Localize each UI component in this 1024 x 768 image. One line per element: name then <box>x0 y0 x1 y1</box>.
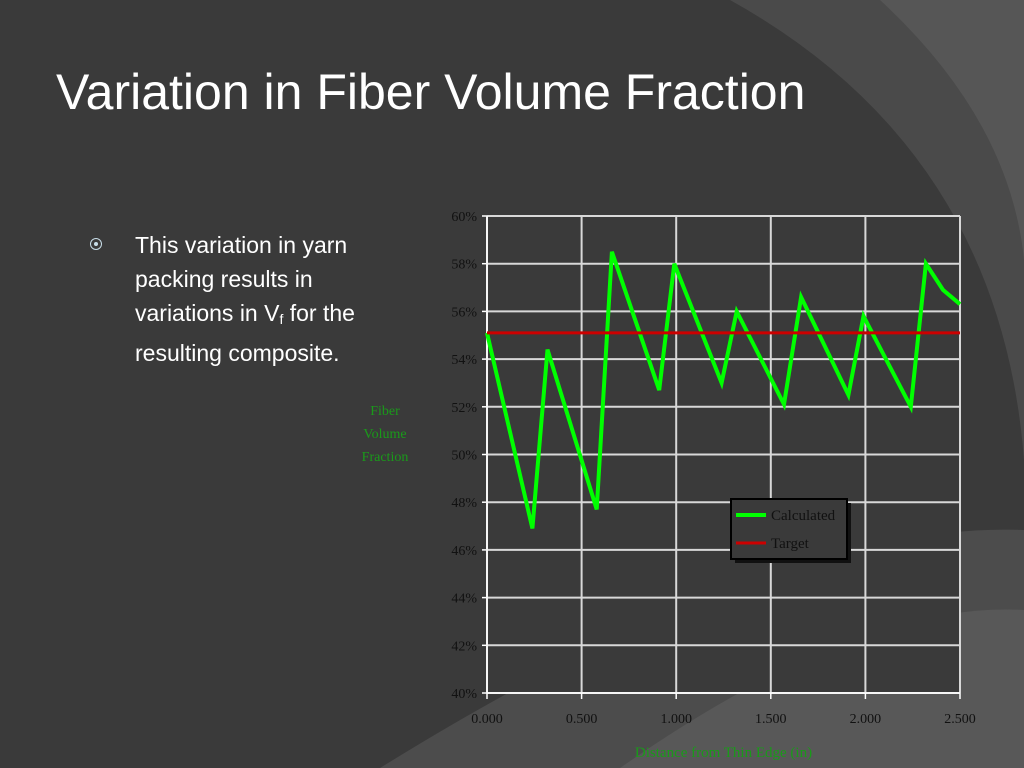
y-axis-label: Volume <box>363 427 406 442</box>
y-tick-label: 50% <box>451 449 477 464</box>
y-tick-label: 60% <box>451 210 477 225</box>
y-tick-label: 46% <box>451 544 477 559</box>
bullet-text: This variation in yarn packing results i… <box>135 228 390 370</box>
x-tick-label: 2.500 <box>944 712 976 727</box>
y-axis-label: Fiber <box>370 404 400 419</box>
y-axis-label: Fraction <box>362 450 409 465</box>
series-line-calculated <box>485 251 962 529</box>
legend-label: Calculated <box>771 508 836 524</box>
x-tick-label: 0.000 <box>471 712 503 727</box>
legend: Calculated Target <box>730 498 851 563</box>
circle-bullet-icon <box>90 238 102 250</box>
x-axis-label: Distance from Thin Edge (in) <box>635 745 812 761</box>
bullet-text-main: This variation in yarn packing results i… <box>135 232 348 326</box>
x-tick-label: 1.500 <box>755 712 787 727</box>
x-tick-label: 1.000 <box>660 712 692 727</box>
y-tick-label: 52% <box>451 401 477 416</box>
y-tick-label: 54% <box>451 353 477 368</box>
legend-label: Target <box>771 536 810 552</box>
y-tick-label: 40% <box>451 687 477 702</box>
bullet-item: This variation in yarn packing results i… <box>90 228 390 370</box>
y-tick-label: 44% <box>451 592 477 607</box>
x-tick-label: 0.500 <box>566 712 598 727</box>
bullet-text-subscript: f <box>279 311 284 327</box>
y-tick-label: 48% <box>451 496 477 511</box>
y-tick-label: 56% <box>451 305 477 320</box>
legend-box <box>730 498 848 560</box>
y-tick-label: 42% <box>451 639 477 654</box>
x-tick-label: 2.000 <box>850 712 882 727</box>
slide-title: Variation in Fiber Volume Fraction <box>56 64 806 120</box>
y-tick-label: 58% <box>451 258 477 273</box>
bullet-text-tail: for the resulting composite. <box>135 300 355 366</box>
